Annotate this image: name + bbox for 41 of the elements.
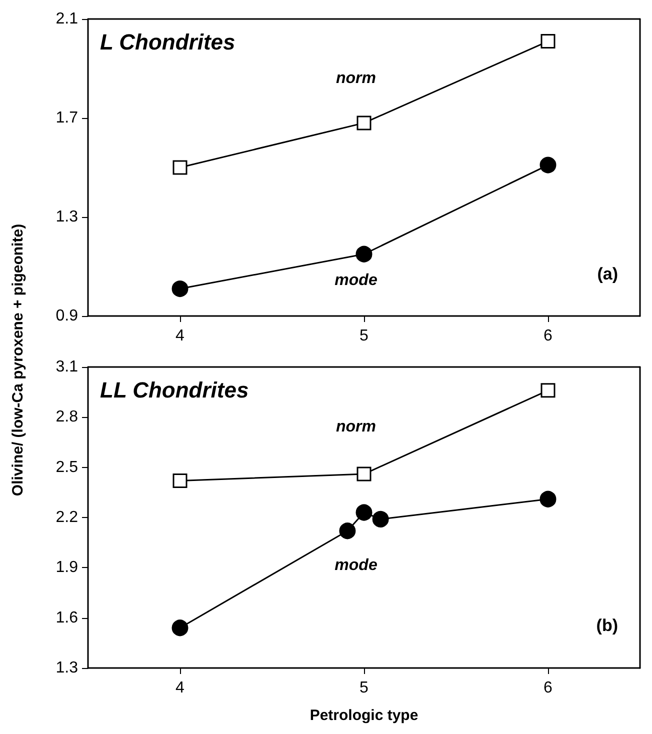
series-label: norm: [336, 418, 376, 436]
point: [540, 490, 556, 508]
x-tick-label: 6: [544, 328, 553, 344]
y-tick-label: 2.8: [56, 408, 78, 426]
y-tick-label: 3.1: [56, 358, 78, 376]
y-tick-label: 1.3: [56, 660, 78, 676]
point: [540, 156, 556, 174]
point: [540, 34, 556, 49]
series-label: mode: [334, 272, 378, 289]
series-label: norm: [336, 70, 376, 87]
point: [356, 466, 372, 482]
point: [172, 473, 188, 488]
annotation: (b): [596, 616, 618, 635]
point: [339, 522, 356, 540]
y-tick-label: 2.2: [56, 509, 78, 526]
x-tick-label: 4: [176, 328, 185, 344]
x-axis-title: Petrologic type: [310, 707, 418, 724]
y-tick-label: 1.6: [56, 609, 78, 626]
text: L Chondrites: [100, 30, 236, 54]
point: [172, 620, 188, 636]
point: [356, 116, 372, 130]
series-label: mode: [334, 557, 378, 574]
y-tick-label: 2.5: [56, 458, 78, 476]
x-tick-label: 4: [176, 680, 185, 696]
annotation: (a): [597, 264, 618, 284]
y-axis-title: Olivine/ (low-Ca pyroxene + pigeonite): [10, 224, 26, 496]
point: [356, 504, 372, 521]
y-tick-label: 0.9: [56, 308, 78, 324]
x-tick-label: 5: [360, 328, 369, 344]
y-tick-label: 1.7: [56, 110, 78, 126]
x-tick-label: 5: [360, 680, 369, 696]
point: [540, 383, 556, 398]
point: [172, 160, 188, 175]
y-tick-label: 2.1: [56, 10, 78, 28]
point: [372, 510, 389, 528]
text: LL Chondrites: [100, 378, 249, 402]
y-tick-label: 1.9: [56, 559, 78, 576]
y-tick-label: 1.3: [56, 208, 78, 226]
x-tick-label: 6: [544, 680, 553, 696]
point: [172, 280, 188, 298]
point: [356, 246, 372, 262]
